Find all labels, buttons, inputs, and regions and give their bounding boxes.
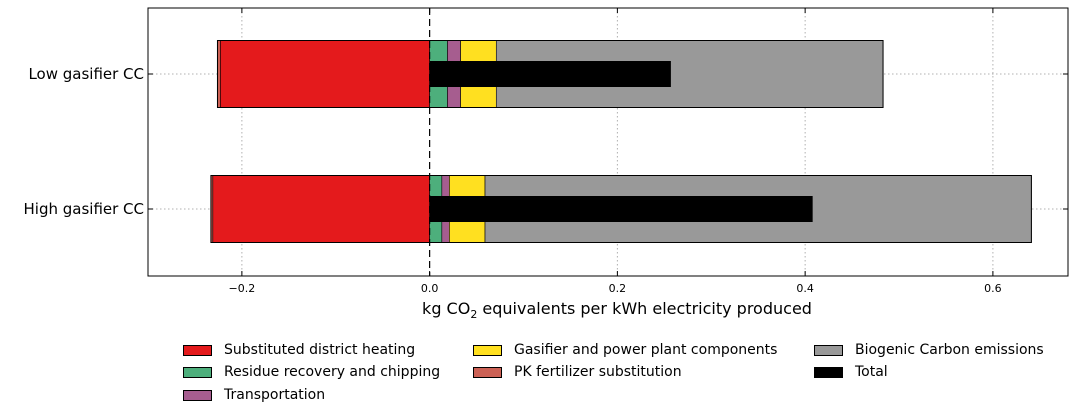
x-axis-label: kg CO2 equivalents per kWh electricity p… [422,299,812,321]
legend: Substituted district heating Residue rec… [183,340,1063,405]
legend-swatch [183,344,212,356]
x-tick-label: 0.0 [421,282,439,295]
x-axis-label-part-1: kg CO [422,299,470,318]
x-tick-label: 0.6 [984,282,1002,295]
legend-item-pk-fertilizer: PK fertilizer substitution [473,362,682,382]
legend-item-substituted-district-heating: Substituted district heating [183,340,415,360]
x-tick-label: −0.2 [229,282,256,295]
legend-swatch [814,366,843,378]
bar-segment [212,175,430,243]
stacked-bar-chart: −0.2 0.0 0.2 0.4 0.6 Low gasifier CC High gasi… [24,7,1069,321]
legend-item-gasifier-components: Gasifier and power plant components [473,340,777,360]
plot-frame [147,7,1069,277]
legend-label: Transportation [224,387,326,403]
legend-item-transportation: Transportation [183,385,325,405]
bars [210,40,1032,243]
x-axis-label-subscript: 2 [470,308,477,321]
legend-label: Biogenic Carbon emissions [855,342,1044,358]
legend-swatch [183,389,212,401]
legend-label: Substituted district heating [224,342,416,358]
total-bar [429,196,813,222]
legend-swatch [473,366,502,378]
bar-outline [210,175,1032,243]
legend-label: PK fertilizer substitution [514,364,682,380]
x-axis-label-part-2: equivalents per kWh electricity produced [477,299,812,318]
bar-segment [219,40,430,108]
bar-outline [216,40,884,108]
legend-label: Gasifier and power plant components [514,342,778,358]
legend-item-residue-recovery: Residue recovery and chipping [183,362,440,382]
x-tick-label: 0.4 [796,282,814,295]
legend-swatch [814,344,843,356]
x-tick-label: 0.2 [609,282,627,295]
legend-swatch [473,344,502,356]
legend-item-biogenic-carbon: Biogenic Carbon emissions [814,340,1044,360]
legend-label: Residue recovery and chipping [224,364,441,380]
category-label: Low gasifier CC [28,65,144,83]
legend-item-total: Total [814,362,888,382]
category-label: High gasifier CC [24,200,145,218]
axes: −0.2 0.0 0.2 0.4 0.6 Low gasifier CC High gasi… [24,7,1069,295]
legend-label: Total [855,364,888,380]
total-bar [429,61,671,87]
legend-swatch [183,366,212,378]
